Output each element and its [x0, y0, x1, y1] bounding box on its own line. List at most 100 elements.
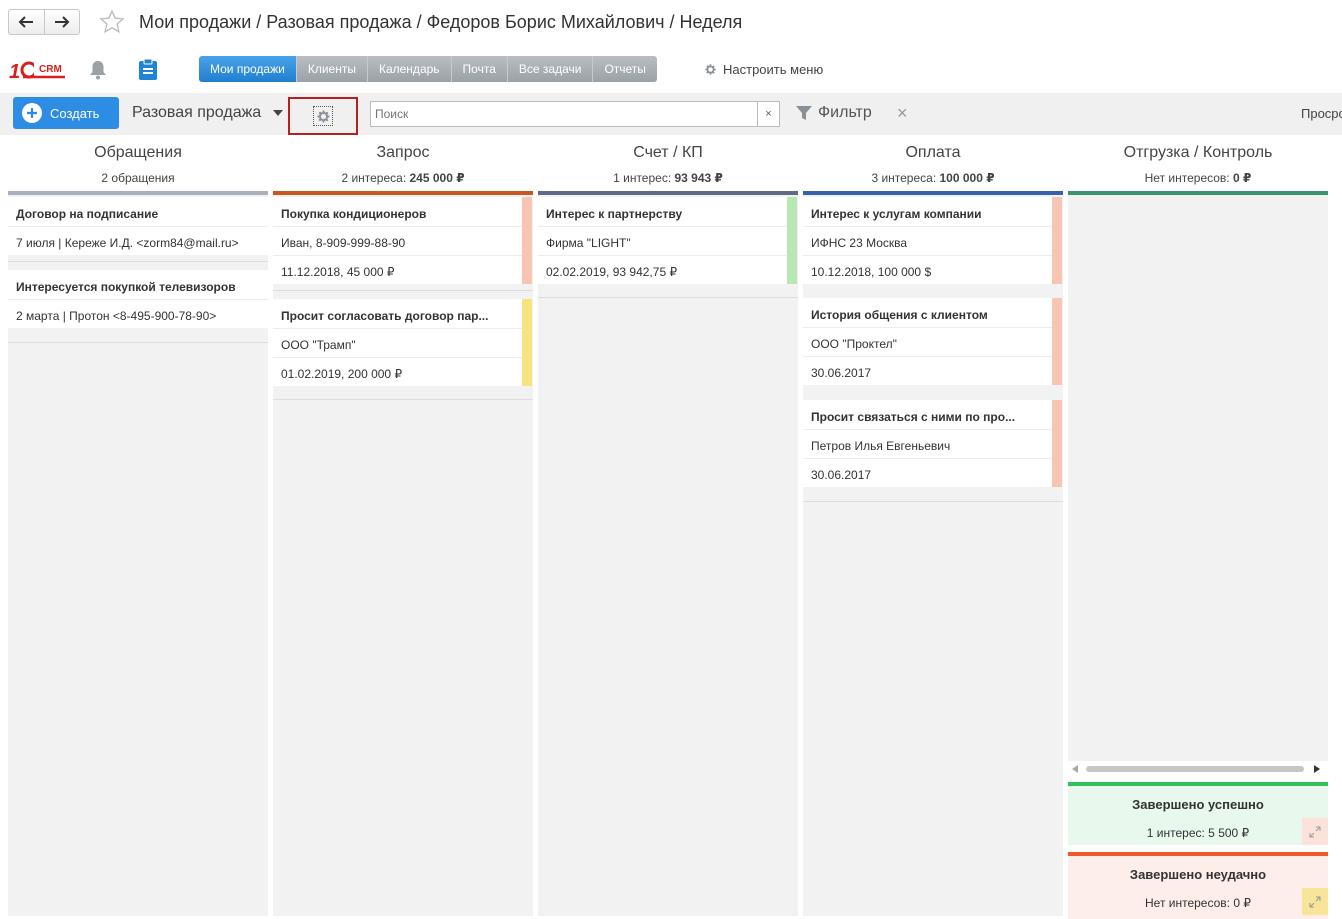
dropdown-triangle-icon [273, 110, 284, 116]
search-input[interactable] [371, 102, 757, 126]
gear-icon [317, 110, 329, 122]
column-inquiry: Покупка кондиционеров Иван, 8-909-999-88… [273, 191, 533, 916]
arrow-left-icon [18, 16, 34, 28]
card-client: Фирма "LIGHT" [546, 236, 631, 250]
arrow-right-icon [54, 16, 70, 28]
column-header-invoice: Счет / КП 1 интерес: 93 943 ₽ [538, 144, 798, 185]
stage-completed-failure[interactable]: Завершено неудачно Нет интересов: 0 ₽ [1068, 852, 1328, 919]
app-logo: 1 CRM [9, 59, 69, 83]
card[interactable]: Покупка кондиционеров Иван, 8-909-999-88… [273, 197, 532, 284]
back-button[interactable] [9, 10, 45, 34]
column-summary: 2 интереса: 245 000 ₽ [341, 171, 465, 185]
card-title: Интерес к услугам компании [811, 207, 982, 221]
card-client: Иван, 8-909-999-88-90 [281, 236, 406, 250]
column-color-bar [8, 191, 268, 195]
column-color-bar [803, 191, 1063, 195]
expand-icon[interactable] [1302, 888, 1328, 915]
sales-mode-select[interactable]: Разовая продажа [132, 104, 284, 122]
search-box: × [370, 101, 780, 127]
tab-calendar[interactable]: Календарь [367, 56, 452, 82]
stage-title: Завершено неудачно [1129, 867, 1267, 882]
card-detail: 7 июля | Кереже И.Д. <zorm84@mail.ru> [16, 236, 239, 250]
search-clear-button[interactable]: × [757, 102, 779, 126]
section-tabs: Мои продажи Клиенты Календарь Почта Все … [199, 56, 657, 82]
svg-text:CRM: CRM [39, 64, 62, 75]
card[interactable]: Интерес к партнерству Фирма "LIGHT" 02.0… [538, 197, 797, 284]
funnel-icon [796, 106, 812, 120]
page-title: Мои продажи / Разовая продажа / Федоров … [139, 12, 743, 32]
card-title: Покупка кондиционеров [281, 207, 427, 221]
card-date-amount: 30.06.2017 [811, 366, 872, 380]
tab-clients[interactable]: Клиенты [296, 56, 368, 82]
notifications-bell-icon[interactable] [89, 60, 107, 80]
plus-icon [22, 103, 42, 123]
column-title: Обращения [94, 144, 182, 161]
card-title: Интерес к партнерству [546, 207, 683, 221]
column-header-requests: Обращения 2 обращения [8, 144, 268, 185]
tab-reports[interactable]: Отчеты [593, 56, 657, 82]
card-status-stripe [522, 197, 532, 284]
column-header-shipment: Отгрузка / Контроль Нет интересов: 0 ₽ [1068, 144, 1328, 185]
card[interactable]: Просит согласовать договор пар... ООО "Т… [273, 299, 532, 386]
column-title: Оплата [905, 144, 961, 161]
column-summary: 3 интереса: 100 000 ₽ [871, 171, 995, 185]
card-title: Договор на подписание [16, 207, 159, 221]
card-client: ИФНС 23 Москва [811, 236, 908, 250]
column-color-bar [273, 191, 533, 195]
column-header-payment: Оплата 3 интереса: 100 000 ₽ [803, 144, 1063, 185]
gear-icon [705, 64, 716, 75]
column-title: Отгрузка / Контроль [1123, 144, 1273, 161]
tab-all-tasks[interactable]: Все задачи [507, 56, 594, 82]
card-status-stripe [1052, 298, 1062, 385]
card-title: Просит связаться с ними по про... [811, 410, 1016, 424]
card-date-amount: 10.12.2018, 100 000 $ [811, 265, 932, 279]
column-title: Счет / КП [633, 144, 703, 161]
svg-text:1: 1 [9, 61, 20, 81]
stage-completed-success[interactable]: Завершено успешно 1 интерес: 5 500 ₽ [1068, 782, 1328, 845]
title-bar: Мои продажи / Разовая продажа / Федоров … [0, 0, 1342, 46]
card-client: Петров Илья Евгеньевич [811, 439, 951, 453]
sales-mode-value: Разовая продажа [132, 104, 262, 121]
card[interactable]: Интересуется покупкой телевизоров 2 март… [8, 270, 268, 328]
column-summary: 2 обращения [101, 171, 175, 185]
card[interactable]: Интерес к услугам компании ИФНС 23 Москв… [803, 197, 1062, 284]
favorite-star-icon[interactable] [99, 9, 125, 35]
column-shipment [1068, 191, 1328, 761]
history-nav [8, 9, 80, 35]
tab-my-sales[interactable]: Мои продажи [199, 56, 297, 82]
board-settings-button[interactable] [288, 97, 358, 135]
tab-mail[interactable]: Почта [451, 56, 508, 82]
card-status-stripe [1052, 400, 1062, 487]
card-status-stripe [787, 197, 797, 284]
tasks-clipboard-icon[interactable] [138, 58, 158, 80]
setup-menu-label: Настроить меню [723, 62, 824, 77]
settings-focus-box [313, 106, 333, 126]
filter-button[interactable]: Фильтр [796, 104, 872, 122]
create-button-label: Создать [50, 105, 100, 121]
overdue-link[interactable]: Просро [1301, 106, 1342, 121]
card-status-stripe [1052, 197, 1062, 284]
card-date-amount: 01.02.2019, 200 000 ₽ [281, 367, 403, 381]
card-status-stripe [522, 299, 532, 386]
stage-summary: Нет интересов: 0 ₽ [1145, 896, 1251, 910]
setup-menu-link[interactable]: Настроить меню [704, 62, 823, 77]
card[interactable]: Просит связаться с ними по про... Петров… [803, 400, 1062, 487]
card-client: ООО "Проктел" [811, 337, 897, 351]
filter-clear-button[interactable]: × [897, 103, 908, 123]
scroll-right-icon[interactable] [1314, 765, 1320, 773]
scroll-left-icon[interactable] [1072, 765, 1078, 773]
card-client: ООО "Трамп" [281, 338, 356, 352]
expand-icon[interactable] [1302, 818, 1328, 845]
scroll-thumb[interactable] [1086, 766, 1304, 772]
card-date-amount: 02.02.2019, 93 942,75 ₽ [546, 265, 678, 279]
card-title: Интересуется покупкой телевизоров [16, 280, 236, 294]
card-title: История общения с клиентом [811, 308, 988, 322]
column-invoice: Интерес к партнерству Фирма "LIGHT" 02.0… [538, 191, 798, 916]
filter-label: Фильтр [818, 104, 872, 121]
forward-button[interactable] [45, 10, 80, 34]
card[interactable]: История общения с клиентом ООО "Проктел"… [803, 298, 1062, 385]
board-horizontal-scrollbar[interactable] [1068, 763, 1328, 775]
card[interactable]: Договор на подписание 7 июля | Кереже И.… [8, 197, 268, 255]
card-detail: 2 марта | Протон <8-495-900-78-90> [16, 309, 217, 323]
create-button[interactable]: Создать [13, 97, 119, 129]
